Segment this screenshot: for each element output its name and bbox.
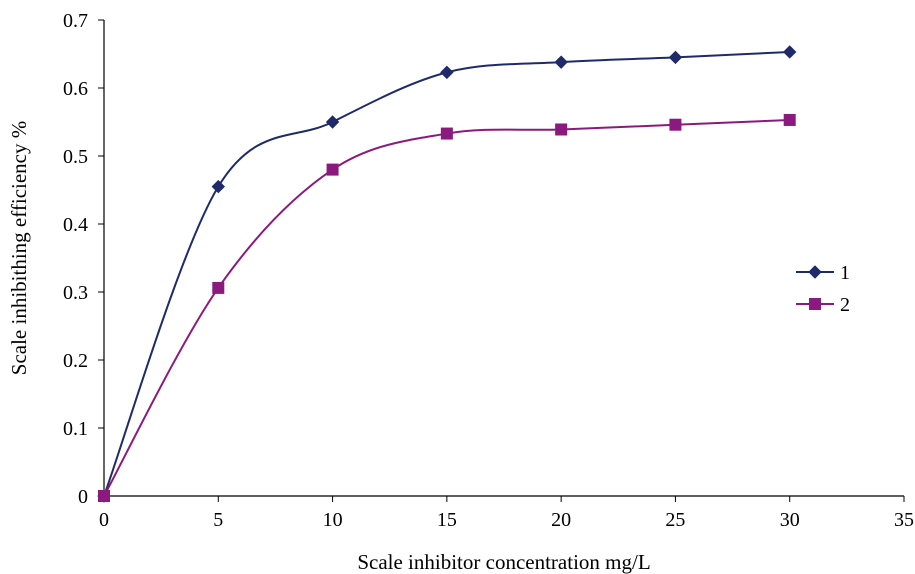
legend-item: 2: [796, 294, 850, 316]
x-tick-label: 0: [99, 509, 109, 531]
data-point: [555, 123, 568, 136]
y-tick-label: 0.3: [63, 282, 88, 304]
y-tick-label: 0.6: [63, 78, 88, 100]
legend-item: 1: [796, 262, 850, 284]
axes: [103, 20, 904, 497]
x-tick-label: 5: [213, 509, 223, 531]
y-tick-label: 0.5: [63, 146, 88, 168]
legend-marker: [808, 265, 822, 279]
x-tick-label: 20: [551, 509, 571, 531]
data-point: [325, 115, 340, 129]
x-axis-title: Scale inhibitor concentration mg/L: [357, 550, 650, 574]
y-axis-title: Scale inhibithing efficiency %: [7, 121, 31, 375]
legend-label: 2: [840, 294, 850, 316]
data-point: [211, 179, 225, 194]
data-point: [326, 163, 339, 176]
x-tick-label: 35: [894, 509, 914, 531]
data-point: [783, 45, 797, 59]
data-point: [669, 118, 682, 131]
x-tick-label: 30: [780, 509, 800, 531]
legend-marker: [809, 298, 821, 310]
y-tick-label: 0.2: [63, 350, 88, 372]
x-axis-ticks: 0 5 10 15 20 25 30 35: [99, 496, 914, 531]
x-tick-label: 15: [437, 509, 457, 531]
data-point: [212, 281, 225, 294]
data-point: [440, 65, 454, 80]
data-point: [668, 50, 683, 65]
y-tick-label: 0.4: [63, 214, 88, 236]
series-1: [97, 45, 797, 503]
x-tick-label: 25: [665, 509, 685, 531]
data-point: [98, 490, 110, 502]
series-layer: [97, 45, 797, 503]
series-line: [103, 118, 790, 497]
data-point: [440, 127, 453, 140]
series-line: [103, 50, 790, 497]
y-tick-label: 0.1: [63, 418, 88, 440]
y-axis-ticks: 0 0.1 0.2 0.3 0.4 0.5 0.6 0.7: [63, 10, 104, 508]
data-point: [554, 55, 568, 69]
data-point: [783, 113, 796, 126]
y-tick-label: 0: [78, 486, 88, 508]
legend-label: 1: [840, 262, 850, 284]
y-tick-label: 0.7: [63, 10, 88, 32]
legend: 12: [796, 262, 850, 316]
x-tick-label: 10: [323, 509, 343, 531]
series-2: [98, 113, 796, 502]
